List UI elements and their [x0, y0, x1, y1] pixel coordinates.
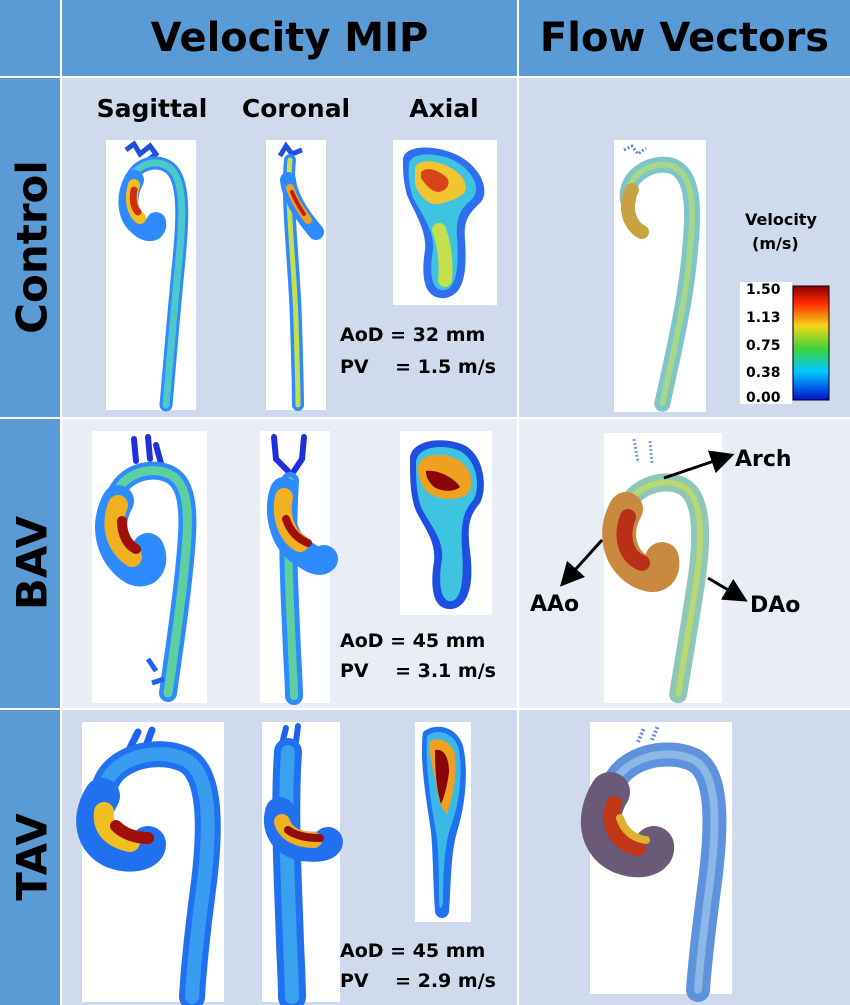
bav-axial-vessel: [409, 440, 484, 610]
legend-title-line2: (m/s): [752, 234, 799, 253]
tav-axial-vessel: [421, 726, 466, 918]
tav-pv-stat: PV = 2.9 m/s: [340, 970, 496, 992]
control-aod-stat: AoD = 32 mm: [340, 324, 486, 346]
annotation-dao: DAo: [750, 593, 801, 618]
tav-coronal-panel: [262, 722, 343, 1005]
bav-flow-vectors: [602, 438, 710, 704]
row-label-cell-bav: [0, 419, 60, 708]
tav-sagittal-vessel: [76, 726, 221, 1005]
control-sagittal-panel: [106, 140, 196, 412]
control-pv-stat: PV = 1.5 m/s: [340, 356, 496, 378]
annotation-arch: Arch: [735, 447, 792, 472]
tav-flow-vectors: [581, 725, 727, 1002]
tav-flow-panel: [581, 722, 732, 1002]
legend-tick-1-50: 1.50: [746, 282, 781, 298]
bav-pv-stat: PV = 3.1 m/s: [340, 660, 496, 682]
column-label-axial: Axial: [409, 94, 479, 123]
tav-aod-stat: AoD = 45 mm: [340, 940, 486, 962]
legend-tick-1-13: 1.13: [746, 310, 781, 326]
control-coronal-vessel: [277, 141, 324, 411]
bav-flow-panel: [602, 433, 722, 704]
row-label-cell-control: [0, 78, 60, 417]
tav-sagittal-panel: [76, 722, 224, 1005]
bav-axial-panel: [400, 431, 492, 615]
bav-coronal-panel: [260, 431, 338, 705]
control-flow-vectors: [619, 144, 701, 413]
column-label-coronal: Coronal: [241, 94, 351, 123]
bav-aod-stat: AoD = 45 mm: [340, 630, 486, 652]
arch-arrow: [663, 450, 735, 480]
legend-tick-0-38: 0.38: [746, 365, 781, 381]
column-label-sagittal: Sagittal: [96, 94, 208, 123]
legend-colorbar: [792, 285, 830, 401]
legend-tick-background: [740, 282, 792, 404]
control-axial-panel: [393, 140, 497, 305]
tav-coronal-vessel: [264, 723, 343, 1005]
legend-title-line1: Velocity: [745, 210, 817, 229]
row-label-cell-tav: [0, 710, 60, 1005]
aao-arrow: [559, 538, 604, 587]
header-flow-vectors: Flow Vectors: [519, 0, 850, 76]
header-corner: [0, 0, 60, 76]
control-flow-panel: [614, 140, 706, 413]
bav-coronal-vessel: [266, 434, 338, 705]
dao-arrow: [707, 576, 748, 602]
control-axial-vessel: [403, 147, 485, 299]
tav-axial-panel: [415, 722, 471, 922]
control-coronal-panel: [266, 140, 326, 411]
bav-sagittal-panel: [92, 431, 207, 703]
legend-tick-0-75: 0.75: [746, 338, 781, 354]
bav-sagittal-vessel: [95, 434, 197, 702]
annotation-aao: AAo: [530, 592, 580, 617]
legend-tick-0-00: 0.00: [746, 390, 781, 406]
control-sagittal-vessel: [118, 140, 189, 412]
header-velocity-mip: Velocity MIP: [62, 0, 517, 76]
